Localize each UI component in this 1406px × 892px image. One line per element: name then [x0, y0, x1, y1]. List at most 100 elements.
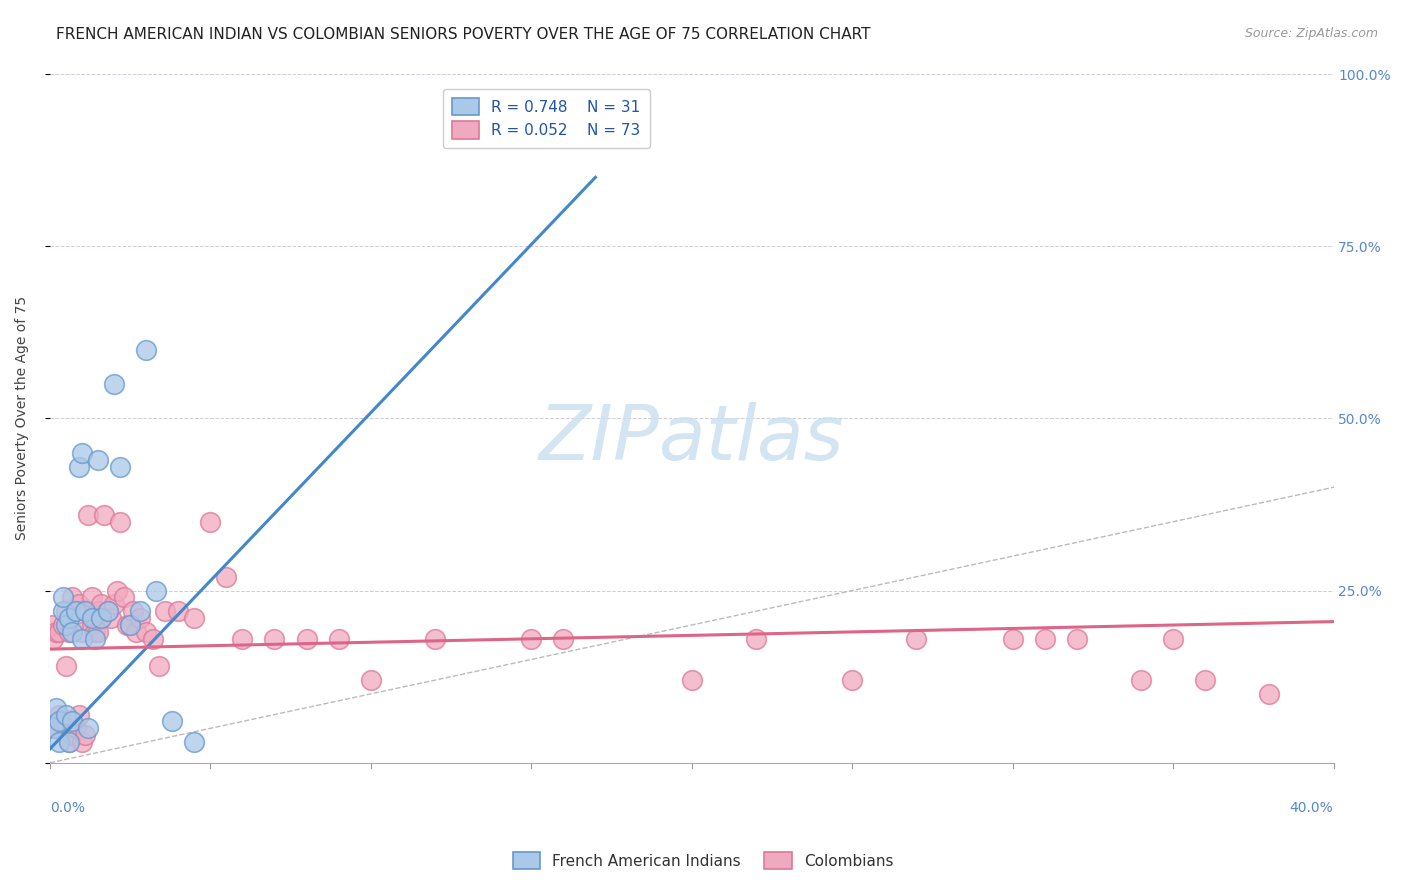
Text: 40.0%: 40.0%: [1289, 801, 1333, 814]
Point: [60, 714, 83, 729]
Point: [553, 632, 575, 646]
Point: [52, 618, 75, 632]
Point: [48, 714, 70, 729]
Point: [1194, 673, 1216, 687]
Point: [52, 604, 75, 618]
Point: [112, 591, 135, 605]
Point: [52, 591, 75, 605]
Point: [67, 598, 90, 612]
Point: [55, 722, 77, 736]
Point: [423, 632, 446, 646]
Point: [70, 624, 93, 639]
Point: [328, 632, 350, 646]
Point: [55, 604, 77, 618]
Point: [1129, 673, 1152, 687]
Point: [263, 632, 285, 646]
Point: [87, 452, 110, 467]
Point: [183, 735, 205, 749]
Point: [75, 604, 97, 618]
Point: [520, 632, 543, 646]
Point: [48, 735, 70, 749]
Point: [122, 604, 145, 618]
Point: [90, 611, 112, 625]
Point: [58, 735, 80, 749]
Point: [67, 459, 90, 474]
Point: [93, 508, 115, 522]
Point: [83, 624, 105, 639]
Point: [75, 728, 97, 742]
Point: [70, 735, 93, 749]
Point: [65, 604, 87, 618]
Point: [105, 583, 128, 598]
Point: [58, 611, 80, 625]
Point: [67, 707, 90, 722]
Text: ZIPatlas: ZIPatlas: [538, 402, 845, 476]
Point: [58, 624, 80, 639]
Point: [148, 659, 170, 673]
Point: [103, 376, 125, 391]
Point: [1066, 632, 1088, 646]
Point: [45, 722, 67, 736]
Point: [97, 604, 120, 618]
Point: [215, 570, 238, 584]
Point: [55, 618, 77, 632]
Point: [160, 714, 183, 729]
Y-axis label: Seniors Poverty Over the Age of 75: Seniors Poverty Over the Age of 75: [15, 296, 30, 541]
Point: [52, 714, 75, 729]
Point: [55, 659, 77, 673]
Point: [841, 673, 863, 687]
Point: [90, 598, 112, 612]
Point: [60, 624, 83, 639]
Point: [200, 515, 222, 529]
Legend: R = 0.748    N = 31, R = 0.052    N = 73: R = 0.748 N = 31, R = 0.052 N = 73: [443, 88, 650, 148]
Point: [80, 611, 103, 625]
Point: [55, 707, 77, 722]
Point: [103, 598, 125, 612]
Point: [90, 611, 112, 625]
Point: [167, 604, 190, 618]
Point: [295, 632, 318, 646]
Point: [80, 591, 103, 605]
Point: [1033, 632, 1056, 646]
Point: [75, 604, 97, 618]
Point: [128, 611, 150, 625]
Point: [183, 611, 205, 625]
Point: [681, 673, 703, 687]
Point: [45, 700, 67, 714]
Point: [135, 343, 157, 357]
Point: [120, 618, 142, 632]
Point: [70, 632, 93, 646]
Point: [65, 722, 87, 736]
Point: [100, 611, 122, 625]
Point: [77, 722, 100, 736]
Legend: French American Indians, Colombians: French American Indians, Colombians: [506, 846, 900, 875]
Point: [87, 624, 110, 639]
Point: [48, 707, 70, 722]
Point: [1161, 632, 1184, 646]
Point: [125, 624, 148, 639]
Point: [42, 632, 65, 646]
Point: [45, 624, 67, 639]
Text: Source: ZipAtlas.com: Source: ZipAtlas.com: [1244, 27, 1378, 40]
Point: [128, 604, 150, 618]
Point: [60, 728, 83, 742]
Point: [80, 618, 103, 632]
Point: [110, 459, 132, 474]
Point: [77, 604, 100, 618]
Point: [115, 618, 138, 632]
Point: [1258, 687, 1281, 701]
Point: [141, 632, 163, 646]
Point: [58, 735, 80, 749]
Point: [77, 508, 100, 522]
Point: [60, 591, 83, 605]
Point: [83, 632, 105, 646]
Point: [65, 604, 87, 618]
Point: [42, 618, 65, 632]
Point: [42, 722, 65, 736]
Point: [83, 611, 105, 625]
Point: [110, 515, 132, 529]
Point: [231, 632, 253, 646]
Point: [87, 604, 110, 618]
Point: [135, 624, 157, 639]
Point: [120, 618, 142, 632]
